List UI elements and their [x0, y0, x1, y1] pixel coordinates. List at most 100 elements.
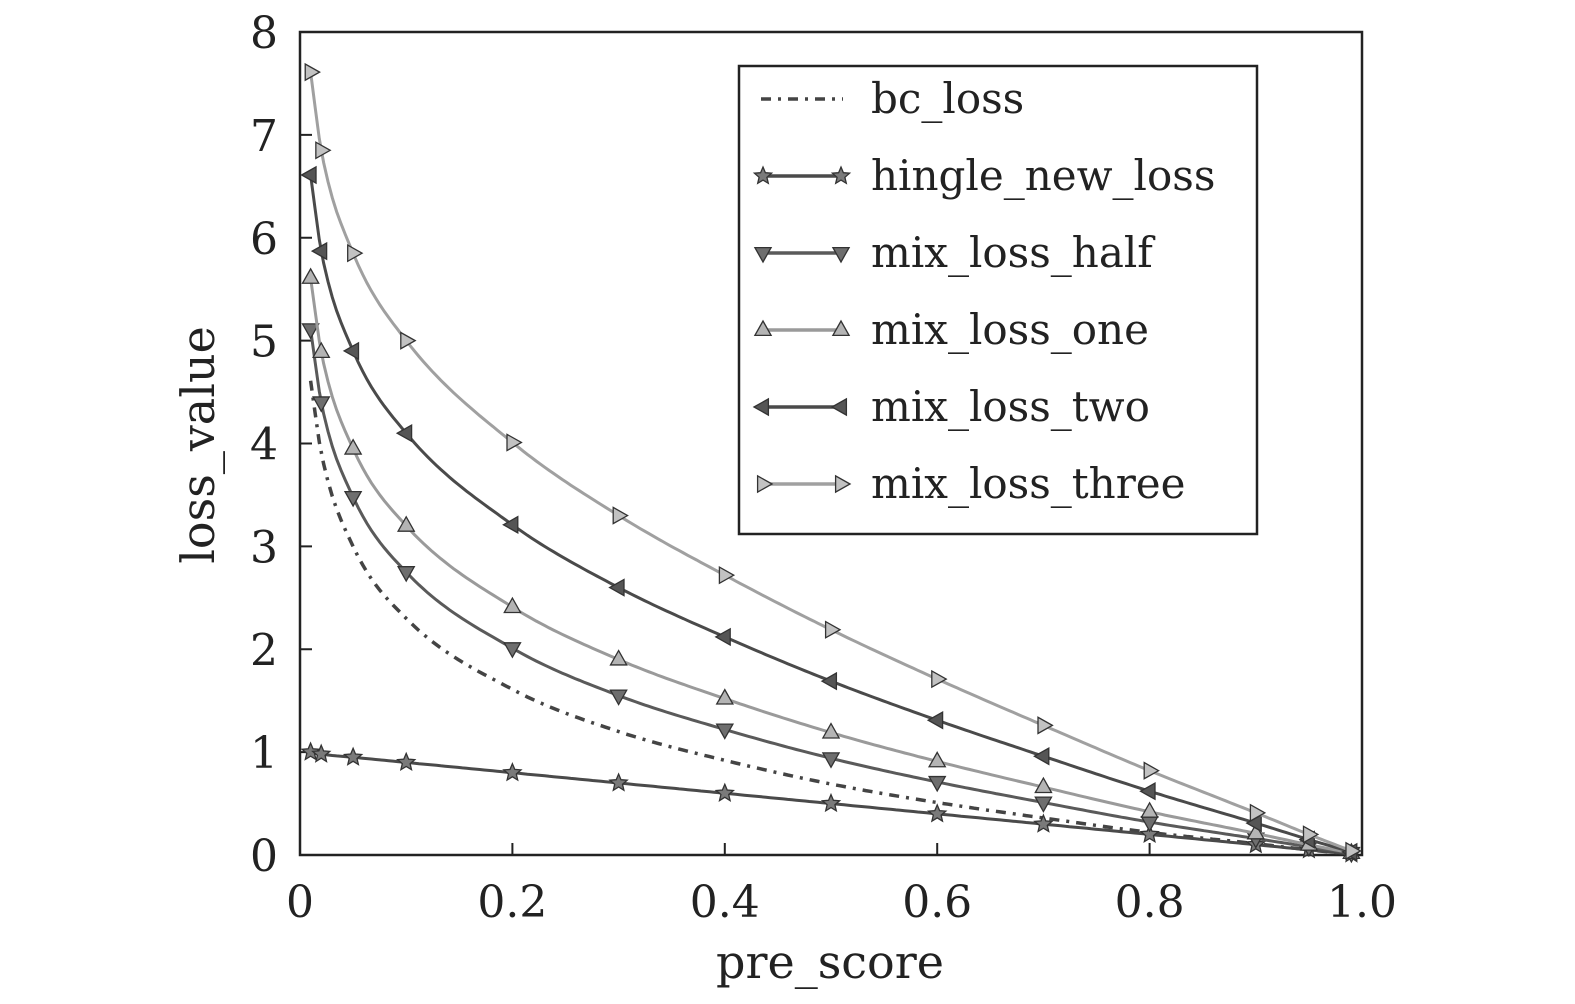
data-point	[1034, 796, 1053, 813]
legend-marker	[752, 165, 774, 185]
y-tick-label: 2	[250, 625, 278, 676]
legend-marker	[753, 319, 773, 337]
data-point	[342, 746, 364, 766]
data-point	[824, 620, 842, 639]
legend: bc_loss hingle_new_loss mix_loss_half mix_l…	[737, 64, 1259, 536]
data-point	[715, 688, 735, 705]
y-tick-label: 1	[250, 728, 278, 779]
legend-label: mix_loss_two	[871, 382, 1150, 431]
data-point	[396, 751, 417, 772]
x-tick-label: 0.4	[690, 877, 760, 928]
data-point	[342, 341, 360, 361]
data-point	[1345, 841, 1362, 861]
data-point	[1033, 813, 1054, 833]
data-point	[1037, 716, 1054, 735]
data-point	[926, 711, 944, 730]
series-bc_loss	[308, 380, 1352, 856]
data-point	[927, 775, 947, 793]
x-axis-title: pre_score	[716, 935, 944, 989]
data-point	[931, 669, 948, 689]
legend-box	[737, 64, 1259, 536]
x-tick-label: 0.8	[1115, 877, 1185, 928]
data-point	[821, 722, 841, 739]
series-line	[308, 380, 1352, 856]
data-point	[820, 671, 838, 691]
data-point	[502, 515, 519, 534]
data-point	[1249, 803, 1267, 823]
data-point	[609, 689, 628, 706]
data-point	[400, 331, 417, 350]
x-tick-label: 0.2	[477, 877, 547, 928]
legend-item: mix_loss_one	[753, 305, 1149, 354]
data-point	[343, 490, 363, 508]
data-point	[820, 792, 842, 813]
legend-label: bc_loss	[871, 74, 1024, 123]
legend-marker	[834, 474, 852, 494]
data-point	[715, 723, 735, 740]
legend-marker	[753, 246, 773, 264]
x-tick-label: 1.0	[1327, 877, 1397, 928]
series-layer	[300, 62, 1362, 864]
data-point	[926, 803, 948, 823]
legend-item: mix_loss_two	[752, 382, 1150, 431]
data-point	[609, 649, 628, 666]
data-point	[396, 566, 416, 583]
legend-item: mix_loss_half	[753, 228, 1156, 277]
y-tick-label: 3	[250, 522, 278, 573]
legend-item: hingle_new_loss	[752, 151, 1215, 200]
legend-marker	[831, 246, 851, 264]
data-point	[312, 341, 331, 358]
data-point	[506, 433, 523, 452]
data-point	[714, 782, 736, 802]
legend-marker	[752, 397, 770, 417]
legend-item: mix_loss_three	[756, 459, 1186, 508]
data-point	[312, 396, 331, 413]
data-point	[301, 267, 320, 284]
data-point	[300, 741, 321, 761]
legend-label: mix_loss_one	[871, 305, 1149, 354]
y-tick-label: 7	[250, 111, 278, 162]
data-point	[343, 438, 363, 455]
data-point	[612, 506, 629, 525]
data-point	[503, 642, 522, 659]
data-point	[1034, 776, 1053, 794]
legend-marker	[831, 319, 851, 337]
data-point	[714, 627, 731, 647]
data-point	[821, 752, 841, 769]
x-tick-label: 0	[286, 877, 314, 928]
legend-item: bc_loss	[761, 74, 1024, 123]
legend-marker	[830, 397, 848, 417]
data-point	[1302, 825, 1320, 844]
data-point	[1139, 823, 1160, 844]
y-tick-label: 6	[250, 214, 278, 265]
data-point	[608, 578, 625, 597]
y-tick-label: 5	[250, 317, 278, 368]
data-point	[315, 141, 332, 160]
y-tick-label: 4	[250, 420, 278, 471]
legend-label: mix_loss_half	[871, 228, 1156, 277]
data-point	[301, 323, 320, 340]
data-point	[1139, 782, 1156, 801]
data-point	[347, 243, 364, 263]
data-point	[1033, 747, 1050, 766]
data-point	[395, 424, 413, 443]
data-point	[1246, 823, 1266, 840]
legend-marker	[756, 474, 774, 494]
axes: 0 0.2 0.4 0.6 0.8 1.0 0 1 2 3 4 5 6 7 8	[250, 8, 1397, 928]
data-point	[1140, 801, 1159, 818]
x-tick-label: 0.6	[902, 877, 972, 928]
data-point	[718, 565, 736, 585]
legend-label: mix_loss_three	[871, 459, 1186, 508]
legend-marker	[830, 165, 852, 185]
y-axis-title: loss_value	[171, 326, 225, 564]
data-point	[927, 751, 947, 768]
data-point	[1143, 761, 1160, 780]
data-point	[311, 743, 332, 763]
data-point	[310, 241, 328, 261]
data-point	[503, 596, 522, 614]
data-point	[304, 62, 321, 82]
legend-label: hingle_new_loss	[871, 151, 1215, 200]
data-point	[608, 772, 629, 792]
data-point	[502, 762, 523, 782]
